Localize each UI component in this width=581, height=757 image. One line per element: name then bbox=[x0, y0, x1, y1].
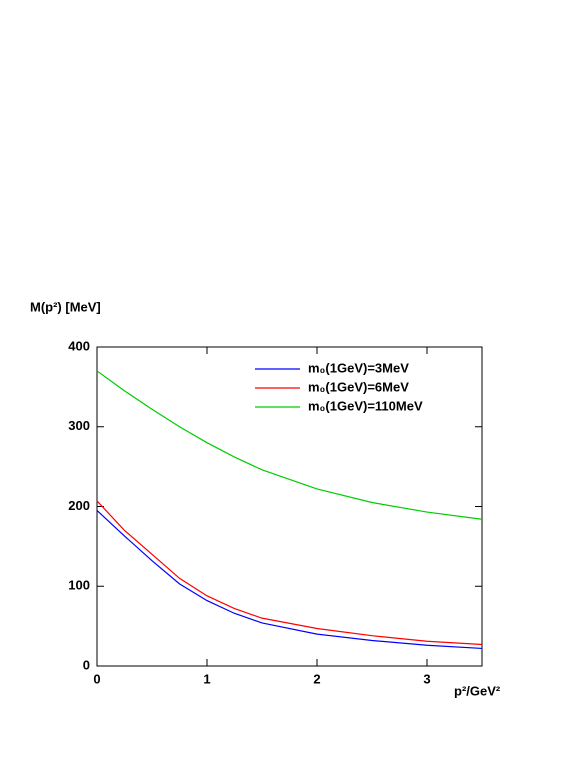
series-line bbox=[96, 510, 483, 650]
y-tick-label: 300 bbox=[68, 418, 90, 433]
y-tick-label: 200 bbox=[68, 498, 90, 513]
x-tick-label: 1 bbox=[203, 671, 210, 686]
series-line bbox=[96, 370, 483, 520]
x-tick-label: 3 bbox=[423, 671, 430, 686]
x-axis-label: p²/GeV² bbox=[454, 683, 501, 698]
y-tick-label: 400 bbox=[68, 338, 90, 353]
series-line bbox=[96, 500, 483, 646]
x-tick-label: 2 bbox=[313, 671, 320, 686]
plot-frame bbox=[96, 346, 483, 667]
legend-label: m₀(1GeV)=3MeV bbox=[308, 360, 409, 375]
x-tick-label: 0 bbox=[93, 671, 100, 686]
legend-label: m₀(1GeV)=6MeV bbox=[308, 379, 409, 394]
legend-label: m₀(1GeV)=110MeV bbox=[308, 398, 423, 413]
y-tick-label: 100 bbox=[68, 578, 90, 593]
y-axis-label: M(p²) [MeV] bbox=[30, 299, 101, 314]
y-tick-label: 0 bbox=[83, 657, 90, 672]
